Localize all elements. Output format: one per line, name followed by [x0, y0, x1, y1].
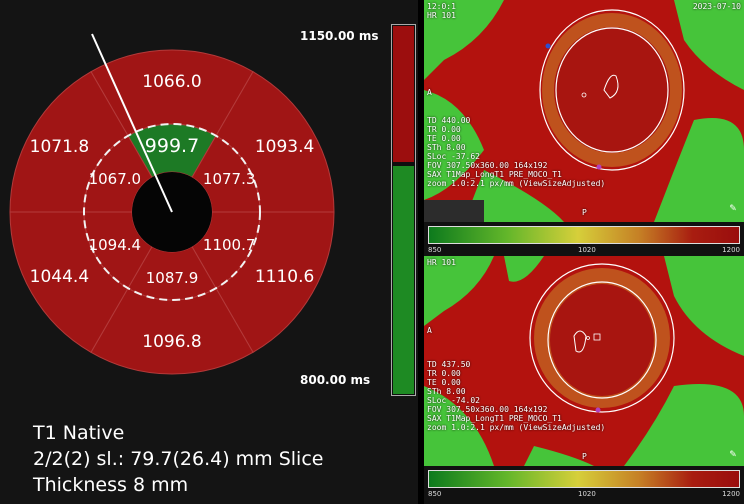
orientation-label: A [427, 326, 432, 335]
outer-ring-segment-3-value: 1110.6 [255, 267, 314, 287]
colorbar-green-zone [393, 166, 414, 394]
caption-title: T1 Native [33, 422, 125, 444]
legend-gradient [428, 226, 740, 244]
color-legend-top: 850 1020 1200 [424, 222, 744, 256]
colorbar [391, 24, 416, 396]
pen-tool-icon[interactable]: ✎ [729, 450, 737, 460]
legend-gradient [428, 470, 740, 488]
acquisition-info: TD 440.00 TR 0.00 TE 0.00 STh 8.00 SLoc … [427, 116, 606, 188]
bullseye-panel: 1066.0 1093.4 1110.6 1096.8 1044.4 1071.8 999.… [0, 0, 418, 504]
inner-ring-segment-3-value: 1100.7 [203, 236, 256, 254]
ring-boundary [83, 123, 261, 301]
t1-map-viewport-bottom[interactable]: HR 101 A TD 437.50 TR 0.00 TE 0.00 STh 8… [424, 256, 744, 466]
outer-ring-segment-5-value: 1044.4 [30, 267, 89, 287]
orientation-marker-p: P [582, 208, 587, 217]
outer-ring-segment-2-value: 1093.4 [255, 137, 314, 157]
acquisition-info: TD 437.50 TR 0.00 TE 0.00 STh 8.00 SLoc … [427, 360, 606, 432]
reference-pointer-line [91, 33, 173, 213]
legend-ticks: 850 1020 1200 [428, 246, 740, 254]
outer-ring-segment-1-value: 1066.0 [142, 72, 201, 92]
study-date-label: 2023-07-10 [692, 2, 741, 11]
colorbar-max-label: 1150.00 ms [300, 29, 379, 43]
inner-ring-segment-5-value: 1094.4 [89, 236, 142, 254]
inner-ring-segment-1-value: 999.7 [145, 135, 199, 157]
caption-thickness: Thickness 8 mm [33, 474, 189, 496]
outer-ring-segment-6-value: 1071.8 [30, 137, 89, 157]
time-label: 12:0:1 [427, 2, 456, 11]
outer-ring-segment-4-value: 1096.8 [142, 332, 201, 352]
series-caption: T1 Native 2/2(2) sl.: 79.7(26.4) mm Slic… [33, 420, 323, 498]
color-legend-bottom: 850 1020 1200 [424, 466, 744, 504]
inner-ring-segment-4-value: 1087.9 [146, 269, 199, 287]
caption-slice: 2/2(2) sl.: 79.7(26.4) mm Slice [33, 448, 324, 470]
inner-ring-segment-2-value: 1077.3 [203, 170, 256, 188]
heart-rate-label: HR 101 [427, 11, 456, 20]
pen-tool-icon[interactable]: ✎ [729, 204, 737, 214]
t1-map-image-top [424, 0, 744, 222]
colorbar-min-label: 800.00 ms [300, 373, 371, 387]
bullseye-plot: 1066.0 1093.4 1110.6 1096.8 1044.4 1071.8 999.… [9, 33, 335, 375]
orientation-label: A [427, 88, 432, 97]
orientation-marker-p: P [582, 452, 587, 461]
colorbar-red-zone [393, 26, 414, 162]
legend-ticks: 850 1020 1200 [428, 490, 740, 498]
heart-rate-label: HR 101 [427, 258, 456, 267]
t1-map-image-bottom [424, 256, 744, 466]
t1-map-viewport-top[interactable]: 12:0:1 HR 101 2023-07-10 A TD 440.00 TR … [424, 0, 744, 222]
inner-ring-segment-6-value: 1067.0 [89, 170, 142, 188]
